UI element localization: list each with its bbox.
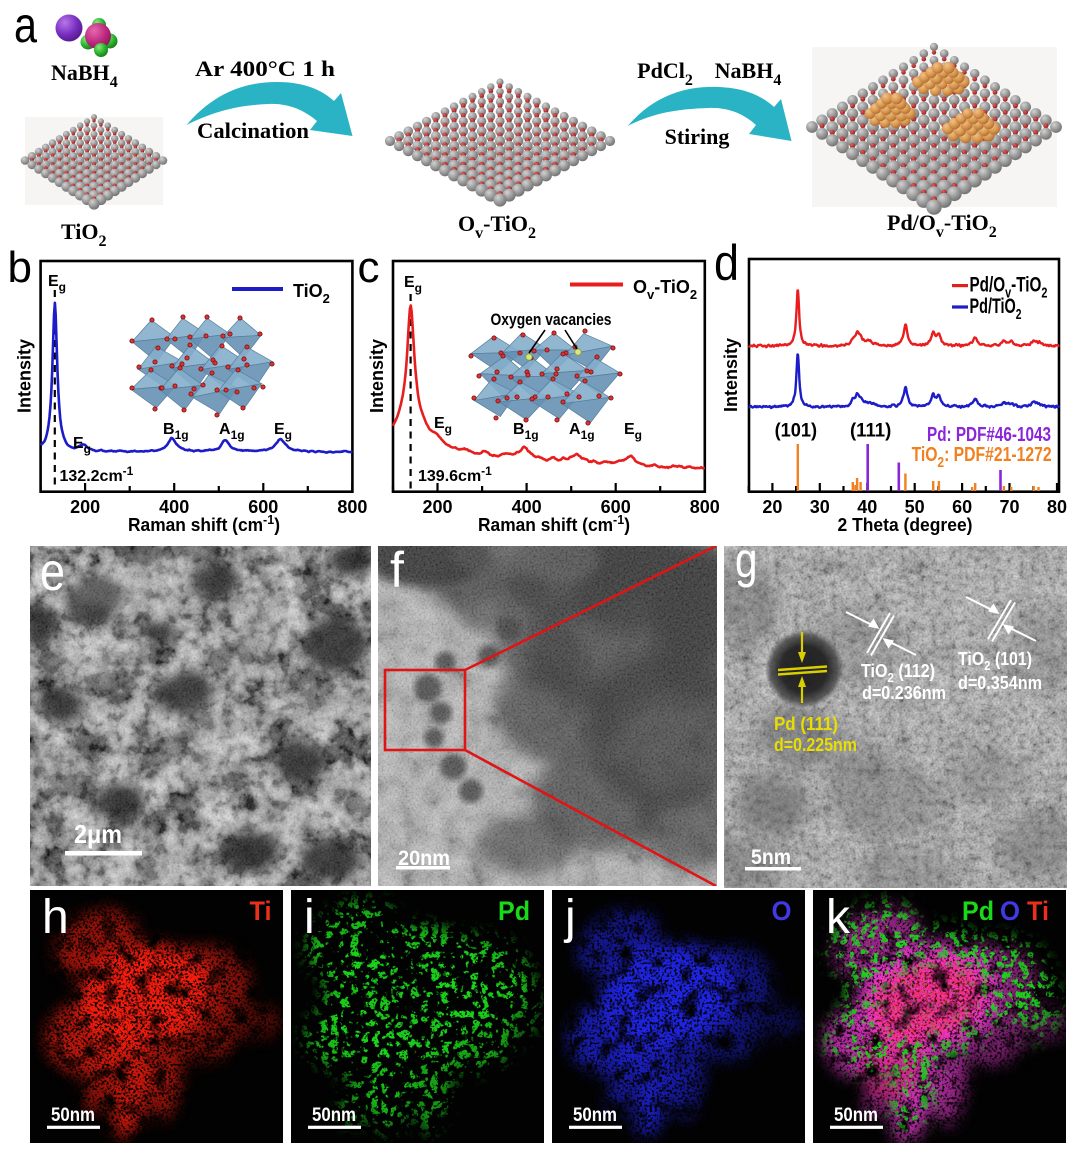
svg-text:i: i (304, 891, 315, 944)
svg-text:50nm: 50nm (573, 1105, 617, 1126)
svg-text:600: 600 (601, 497, 631, 517)
svg-text:800: 800 (690, 497, 720, 517)
svg-text:200: 200 (422, 497, 452, 517)
svg-text:40: 40 (857, 497, 877, 517)
svg-text:50nm: 50nm (834, 1105, 878, 1126)
svg-text:Pd (111): Pd (111) (774, 714, 838, 734)
svg-text:800: 800 (337, 497, 367, 517)
svg-text:139.6cm-1: 139.6cm-1 (418, 464, 492, 485)
svg-text:(111): (111) (850, 421, 891, 442)
svg-text:50: 50 (905, 497, 925, 517)
svg-text:50nm: 50nm (312, 1105, 356, 1126)
svg-text:80: 80 (1047, 497, 1067, 517)
svg-text:Pd: Pd (962, 896, 994, 926)
svg-text:d=0.236nm: d=0.236nm (862, 683, 946, 703)
svg-text:Intensity: Intensity (15, 339, 35, 413)
svg-text:a: a (14, 0, 37, 53)
svg-text:20nm: 20nm (398, 847, 450, 870)
svg-text:f: f (390, 542, 404, 598)
svg-text:Pd: PDF#46-1043: Pd: PDF#46-1043 (927, 424, 1051, 446)
svg-text:Ti: Ti (250, 896, 272, 926)
svg-text:Ti: Ti (1027, 896, 1049, 926)
svg-text:Raman shift (cm-1): Raman shift (cm-1) (478, 512, 630, 535)
svg-text:2μm: 2μm (74, 819, 122, 849)
svg-text:O: O (772, 896, 792, 926)
svg-text:c: c (358, 243, 380, 292)
svg-text:132.2cm-1: 132.2cm-1 (60, 464, 134, 485)
svg-text:20: 20 (762, 497, 782, 517)
svg-text:Oxygen vacancies: Oxygen vacancies (491, 310, 612, 329)
svg-text:d=0.225nm: d=0.225nm (774, 735, 857, 755)
svg-text:60: 60 (952, 497, 972, 517)
svg-text:e: e (40, 542, 65, 602)
svg-text:70: 70 (999, 497, 1019, 517)
svg-text:(101): (101) (775, 421, 818, 442)
svg-text:g: g (735, 532, 758, 588)
svg-text:d=0.354nm: d=0.354nm (958, 673, 1042, 693)
svg-text:50nm: 50nm (51, 1105, 95, 1126)
svg-text:Pd: Pd (498, 896, 530, 926)
svg-text:k: k (826, 891, 851, 944)
svg-text:30: 30 (810, 497, 830, 517)
svg-text:Intensity: Intensity (721, 338, 741, 412)
svg-text:400: 400 (159, 497, 189, 517)
svg-text:b: b (8, 243, 32, 292)
svg-text:600: 600 (248, 497, 278, 517)
svg-text:Raman shift (cm-1): Raman shift (cm-1) (128, 512, 280, 535)
svg-text:O: O (1000, 896, 1020, 926)
svg-text:d: d (714, 235, 739, 291)
svg-text:400: 400 (512, 497, 542, 517)
svg-text:Stiring: Stiring (665, 124, 730, 149)
svg-text:2 Theta (degree): 2 Theta (degree) (838, 515, 973, 535)
svg-text:h: h (42, 891, 69, 944)
svg-text:Calcination: Calcination (197, 118, 309, 143)
svg-text:200: 200 (70, 497, 100, 517)
svg-text:Intensity: Intensity (367, 339, 387, 413)
svg-text:Ar 400°C 1 h: Ar 400°C 1 h (195, 56, 335, 81)
svg-text:j: j (563, 891, 576, 944)
svg-text:5nm: 5nm (751, 846, 791, 869)
